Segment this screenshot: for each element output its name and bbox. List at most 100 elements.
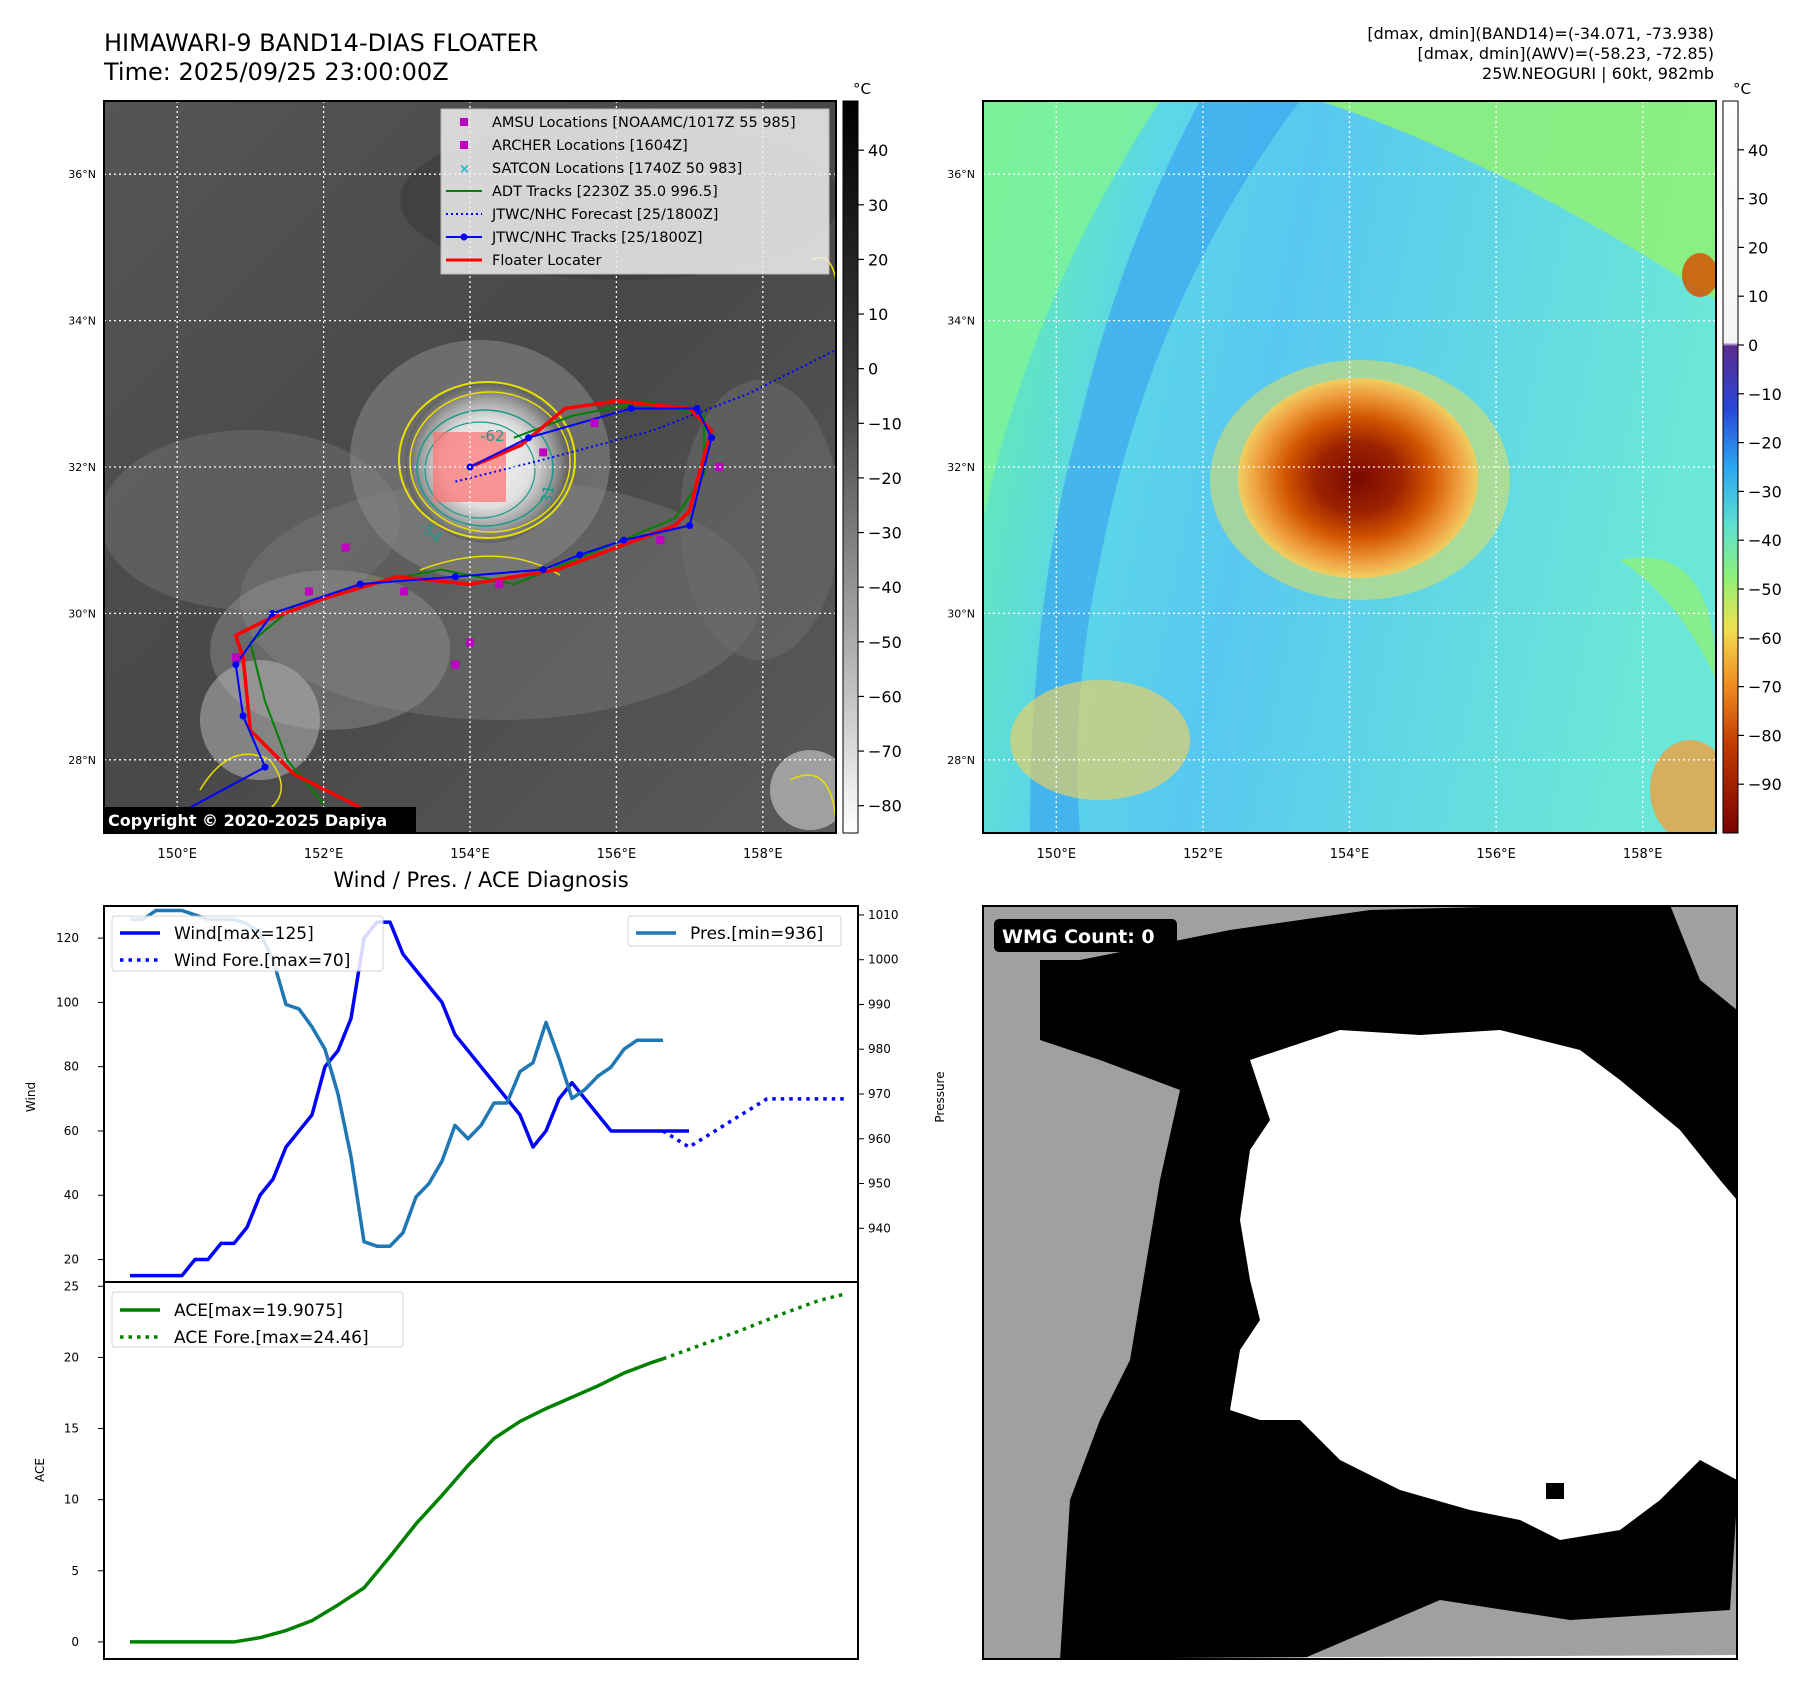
ace-chart: 0 5 10 15 20 25 ACE ACE[max=19.9075] ACE Fore… xyxy=(33,1279,859,1660)
colorbar-tick-label: −60 xyxy=(1748,629,1782,648)
amsu-marker xyxy=(304,587,313,596)
cold-cloud-contours xyxy=(199,256,836,821)
ace-tick-label: 25 xyxy=(64,1279,79,1293)
ace-legend: ACE[max=19.9075] ACE Fore.[max=24.46] xyxy=(111,1291,404,1348)
jtwc-point xyxy=(708,434,716,442)
jtwc-point xyxy=(539,565,547,573)
amsu-marker xyxy=(714,463,723,471)
awv-lat-label: 28°N xyxy=(947,754,975,767)
colorbar-tick-label: −50 xyxy=(868,633,902,652)
legend-label-satcon: SATCON Locations [1740Z 50 983] xyxy=(492,161,742,177)
ace-legend-label: ACE[max=19.9075] xyxy=(174,1301,343,1321)
pressure-tick-label: 950 xyxy=(868,1177,891,1191)
contour-label-2: -31 xyxy=(536,483,558,510)
ace-chart-frame xyxy=(103,1281,859,1660)
jtwc-point xyxy=(525,434,533,442)
colorbar-tick-label: −50 xyxy=(1748,580,1782,599)
jtwc-point xyxy=(356,580,364,588)
pressure-tick-label: 960 xyxy=(868,1132,891,1146)
awv-axis-ticks: 150°E 152°E 154°E 156°E 158°E 28°N 30°N 32°N 34°… xyxy=(947,168,1662,862)
jtwc-point xyxy=(268,609,276,617)
gray-colorbar-unit: °C xyxy=(853,80,871,98)
ir-lon-label: 154°E xyxy=(450,847,490,862)
colorbar-tick-label: 30 xyxy=(1748,190,1768,209)
ir-lat-label: 34°N xyxy=(68,315,96,328)
legend-item-archer: ARCHER Locations [1604Z] xyxy=(460,138,688,154)
wind-axis-label: Wind xyxy=(24,1082,38,1112)
wind-tick-label: 100 xyxy=(56,995,79,1009)
ace-fore-legend-label: ACE Fore.[max=24.46] xyxy=(174,1328,369,1348)
cyan-x-icon: × xyxy=(459,162,470,177)
legend-label-adt: ADT Tracks [2230Z 35.0 996.5] xyxy=(492,184,718,200)
jtwc-point xyxy=(451,573,459,581)
magenta-square-icon xyxy=(460,118,468,126)
colorbar-tick-label: 0 xyxy=(868,360,878,379)
colorbar-tick-label: −30 xyxy=(868,524,902,543)
awv-lon-label: 152°E xyxy=(1183,847,1223,862)
ir-map-panel: -62 -31 -54 150°E 152°E 154°E 156°E 158°E28°… xyxy=(68,100,837,862)
wmg-count-label: WMG Count: 0 xyxy=(1002,926,1155,948)
legend-item-floater: Floater Locater xyxy=(446,253,601,269)
title-line-2: Time: 2025/09/25 23:00:00Z xyxy=(103,58,449,86)
copyright-badge: Copyright © 2020-2025 Dapiya xyxy=(104,807,416,832)
colorbar-tick-label: −80 xyxy=(868,797,902,816)
wind-tick-label: 120 xyxy=(56,931,79,945)
awv-lat-label: 36°N xyxy=(947,168,975,181)
colorbar-tick-label: −30 xyxy=(1748,482,1782,501)
amsu-marker xyxy=(451,660,460,669)
amsu-marker xyxy=(590,419,599,428)
ace-axis-label: ACE xyxy=(33,1458,47,1482)
wmg-count-badge: WMG Count: 0 xyxy=(994,919,1177,952)
jtwc-point xyxy=(693,404,701,412)
colorbar-tick-label: −80 xyxy=(1748,726,1782,745)
ir-lat-label: 36°N xyxy=(68,168,96,181)
jtwc-point xyxy=(627,404,635,412)
wind-series-0 xyxy=(130,920,689,1278)
colorbar-tick-label: −20 xyxy=(1748,434,1782,453)
colorbar-tick-label: 20 xyxy=(1748,238,1768,257)
wind-pressure-chart: 20 40 60 80 100 120 940 950 960 970 980 990 1000 101… xyxy=(24,905,947,1283)
jtwc-point xyxy=(232,661,240,669)
colorbar-tick-label: −90 xyxy=(1748,775,1782,794)
awv-gridlines xyxy=(983,101,1716,833)
amsu-marker xyxy=(231,653,240,662)
wind-tick-label: 20 xyxy=(64,1253,79,1267)
pressure-legend-label: Pres.[min=936] xyxy=(690,924,823,944)
awv-lon-label: 156°E xyxy=(1476,847,1516,862)
wind-legend: Wind[max=125] Wind Fore.[max=70] xyxy=(111,915,384,972)
ir-lat-label: 32°N xyxy=(68,461,96,474)
awv-colorbar: °C 40 30 20 10 0 −10 −20 −30 −40 −50 −60 −70 −80 −90 xyxy=(1722,80,1782,834)
jtwc-point xyxy=(261,763,269,771)
colorbar-tick-label: −10 xyxy=(1748,385,1782,404)
wind-tick-label: 80 xyxy=(64,1060,79,1074)
wind-tick-label: 60 xyxy=(64,1124,79,1138)
ir-map-frame xyxy=(103,100,837,834)
colorbar-tick-label: 30 xyxy=(868,196,888,215)
colorbar-tick-label: −40 xyxy=(1748,531,1782,550)
legend-item-satcon: × SATCON Locations [1740Z 50 983] xyxy=(459,161,742,177)
colorbar-tick-label: −70 xyxy=(1748,678,1782,697)
amsu-marker xyxy=(341,543,350,552)
wind-legend-label: Wind[max=125] xyxy=(174,924,314,944)
ace-tick-label: 20 xyxy=(64,1350,79,1364)
jtwc-point xyxy=(686,522,694,530)
ace-tick-label: 10 xyxy=(64,1493,79,1507)
colorbar-tick-label: 40 xyxy=(1748,141,1768,160)
blue-dot-icon xyxy=(460,233,468,241)
ir-lat-label: 28°N xyxy=(68,754,96,767)
awv-lon-label: 150°E xyxy=(1037,847,1077,862)
jtwc-point xyxy=(239,712,247,720)
amsu-marker xyxy=(539,448,548,457)
title-line-1: HIMAWARI-9 BAND14-DIAS FLOATER xyxy=(104,29,538,57)
legend-label-forecast: JTWC/NHC Forecast [25/1800Z] xyxy=(491,207,718,223)
info-line-3: 25W.NEOGURI | 60kt, 982mb xyxy=(1482,64,1714,83)
pressure-tick-label: 1000 xyxy=(868,953,899,967)
ir-lat-label: 30°N xyxy=(68,607,96,620)
ace-series-1 xyxy=(662,1292,846,1361)
ace-tick-label: 15 xyxy=(64,1422,79,1436)
legend-item-jtwc: JTWC/NHC Tracks [25/1800Z] xyxy=(446,230,703,246)
pressure-legend: Pres.[min=936] xyxy=(627,915,842,947)
ir-lon-label: 156°E xyxy=(597,847,637,862)
colorbar-tick-label: 20 xyxy=(868,250,888,269)
colorbar-tick-label: −20 xyxy=(868,469,902,488)
